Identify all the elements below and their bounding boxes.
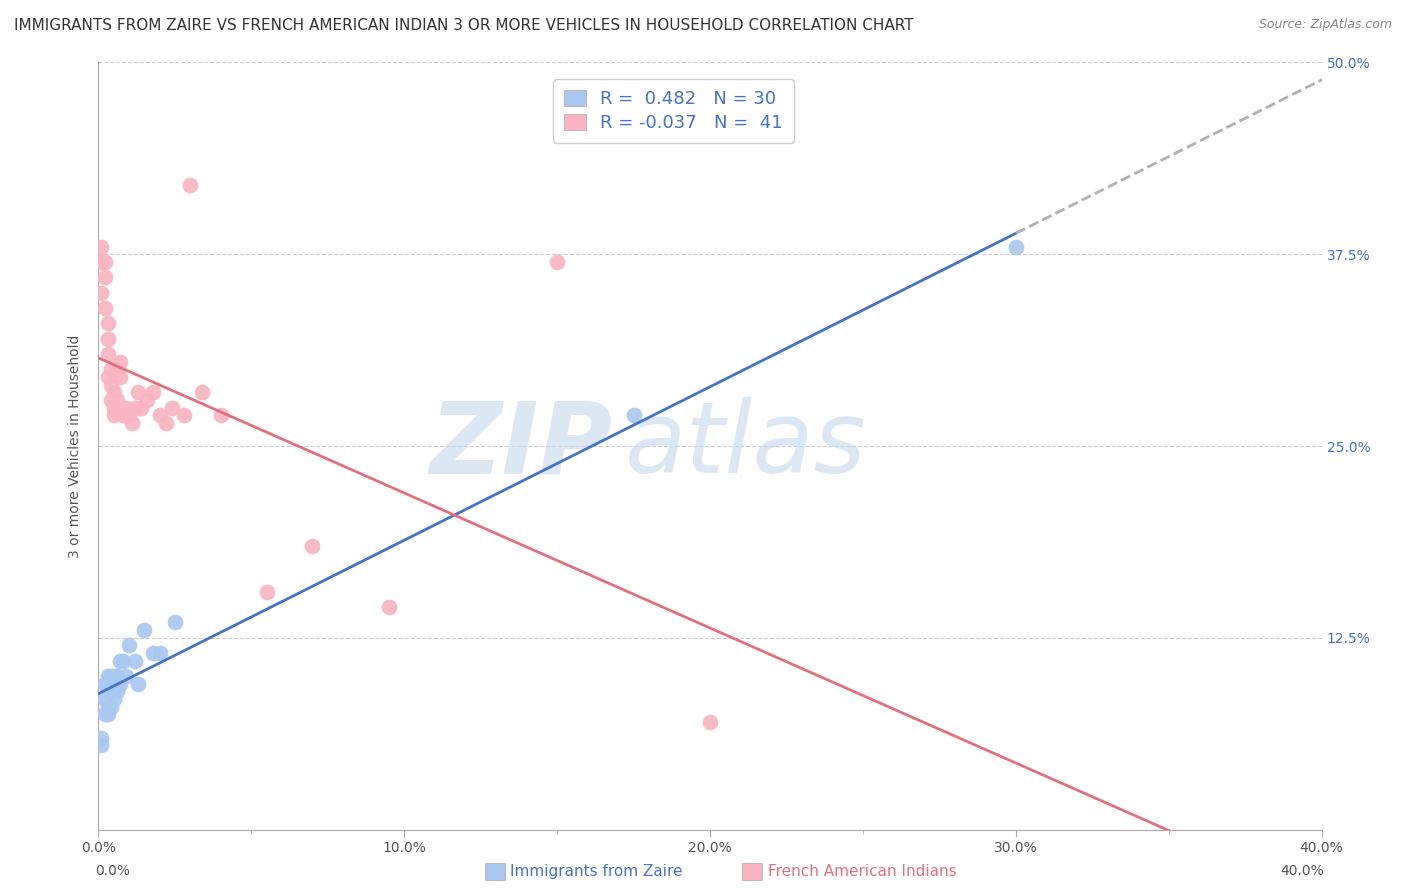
Point [378, 600, 401, 615]
Point [100, 377, 122, 392]
Point [118, 639, 141, 653]
Point [105, 684, 128, 698]
Text: French American Indians: French American Indians [768, 864, 956, 879]
Point [105, 362, 128, 376]
Point [93, 692, 115, 706]
Text: 40.0%: 40.0% [1281, 864, 1324, 879]
Point [111, 409, 134, 423]
Point [100, 684, 122, 698]
Text: ZIP: ZIP [429, 398, 612, 494]
Point [97, 684, 120, 698]
Point [97, 699, 120, 714]
Point [103, 401, 125, 415]
Point [118, 409, 141, 423]
Point [103, 409, 125, 423]
Point [129, 401, 152, 415]
Point [97, 370, 120, 384]
Point [301, 539, 323, 553]
Point [100, 669, 122, 683]
Point [93, 677, 115, 691]
Point [115, 401, 138, 415]
Point [93, 707, 115, 722]
Point [155, 416, 177, 430]
Point [103, 385, 125, 400]
Point [97, 332, 120, 346]
Point [173, 409, 195, 423]
Point [100, 699, 122, 714]
Point [191, 385, 214, 400]
Point [111, 654, 134, 668]
Point [90, 239, 112, 253]
Point [127, 385, 149, 400]
Point [209, 409, 232, 423]
Point [136, 392, 159, 407]
Point [97, 707, 120, 722]
Point [105, 669, 128, 683]
Point [149, 646, 172, 660]
Point [256, 584, 278, 599]
Point [103, 684, 125, 698]
Point [142, 646, 165, 660]
Text: IMMIGRANTS FROM ZAIRE VS FRENCH AMERICAN INDIAN 3 OR MORE VEHICLES IN HOUSEHOLD : IMMIGRANTS FROM ZAIRE VS FRENCH AMERICAN… [14, 18, 914, 33]
Point [160, 401, 183, 415]
Point [90, 738, 112, 752]
Point [97, 316, 120, 330]
Point [103, 669, 125, 683]
Point [97, 347, 120, 361]
Point [103, 692, 125, 706]
Point [93, 301, 115, 315]
Y-axis label: 3 or more Vehicles in Household: 3 or more Vehicles in Household [69, 334, 83, 558]
Text: Source: ZipAtlas.com: Source: ZipAtlas.com [1258, 18, 1392, 31]
Point [108, 354, 131, 368]
Point [142, 385, 165, 400]
Point [121, 416, 143, 430]
Point [124, 654, 146, 668]
Point [108, 654, 131, 668]
Point [90, 255, 112, 269]
Point [97, 669, 120, 683]
Point [108, 370, 131, 384]
Point [90, 285, 112, 300]
Point [699, 715, 721, 730]
Point [90, 731, 112, 745]
Point [149, 409, 172, 423]
Point [163, 615, 186, 630]
Point [623, 409, 645, 423]
Point [108, 677, 131, 691]
Text: 0.0%: 0.0% [96, 864, 131, 879]
Text: atlas: atlas [624, 398, 866, 494]
Point [1004, 239, 1026, 253]
Point [134, 623, 156, 637]
Point [93, 255, 115, 269]
Point [93, 270, 115, 285]
Point [124, 401, 146, 415]
Point [115, 669, 138, 683]
Point [100, 362, 122, 376]
Text: Immigrants from Zaire: Immigrants from Zaire [510, 864, 683, 879]
Point [546, 255, 568, 269]
Point [100, 392, 122, 407]
Point [179, 178, 201, 193]
Point [105, 392, 128, 407]
Legend: R =  0.482   N = 30, R = -0.037   N =  41: R = 0.482 N = 30, R = -0.037 N = 41 [553, 79, 793, 143]
Point [127, 677, 149, 691]
